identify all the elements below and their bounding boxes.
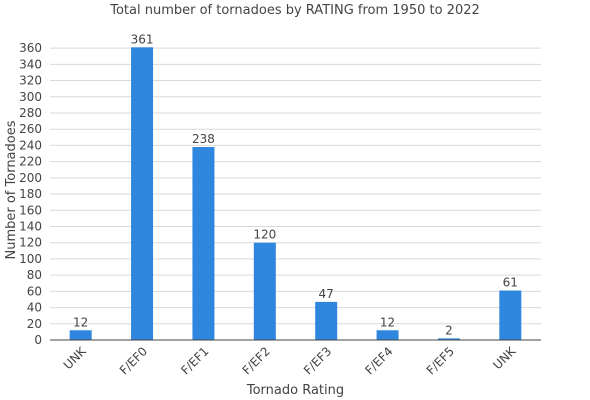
bars <box>69 47 522 340</box>
y-tick-label: 240 <box>19 138 42 152</box>
bar <box>499 290 522 340</box>
y-tick-label: 260 <box>19 122 42 136</box>
chart-title: Total number of tornadoes by RATING from… <box>110 3 480 18</box>
x-tick-label: UNK <box>61 343 90 372</box>
y-tick-label: 40 <box>27 301 42 315</box>
data-labels: 12 361 238 120 47 12 2 61 <box>73 32 518 337</box>
y-tick-label: 120 <box>19 236 42 250</box>
gridlines <box>50 47 541 325</box>
x-tick-label: F/EF3 <box>301 344 334 377</box>
data-label: 12 <box>380 315 395 329</box>
y-tick-label: 140 <box>19 219 42 233</box>
data-label: 61 <box>503 276 518 290</box>
x-tick-label: F/EF0 <box>117 344 150 377</box>
bar <box>69 330 92 340</box>
x-axis-ticks: UNK F/EF0 F/EF1 F/EF2 F/EF3 F/EF4 F/EF5 UNK <box>61 343 519 377</box>
y-tick-label: 20 <box>27 317 42 331</box>
y-tick-label: 100 <box>19 252 42 266</box>
y-tick-label: 360 <box>19 41 42 55</box>
y-tick-label: 280 <box>19 106 42 120</box>
y-tick-label: 0 <box>34 333 42 347</box>
y-tick-label: 320 <box>19 74 42 88</box>
y-tick-label: 200 <box>19 171 42 185</box>
x-axis-title: Tornado Rating <box>246 383 344 398</box>
bar <box>192 147 215 340</box>
x-tick-label: F/EF5 <box>424 344 457 377</box>
y-tick-label: 340 <box>19 57 42 71</box>
data-label: 2 <box>445 323 453 337</box>
bar <box>376 330 399 340</box>
data-label: 238 <box>192 132 215 146</box>
x-tick-label: UNK <box>490 343 519 372</box>
y-tick-label: 160 <box>19 203 42 217</box>
y-tick-label: 220 <box>19 155 42 169</box>
y-tick-label: 80 <box>27 268 42 282</box>
bar <box>131 47 154 340</box>
y-axis-ticks: 0 20 40 60 80 100 120 140 160 180 200 220 240 260 280 3… <box>19 41 42 347</box>
data-label: 12 <box>73 315 88 329</box>
data-label: 120 <box>253 228 276 242</box>
bar <box>315 301 338 340</box>
data-label: 361 <box>131 32 154 46</box>
y-tick-label: 300 <box>19 90 42 104</box>
data-label: 47 <box>319 287 334 301</box>
y-tick-label: 180 <box>19 187 42 201</box>
bar <box>437 338 460 340</box>
x-tick-label: F/EF1 <box>178 344 211 377</box>
y-tick-label: 60 <box>27 284 42 298</box>
bar <box>253 242 276 340</box>
x-tick-label: F/EF2 <box>240 344 273 377</box>
y-axis-title: Number of Tornadoes <box>4 120 19 259</box>
x-tick-label: F/EF4 <box>362 344 395 377</box>
